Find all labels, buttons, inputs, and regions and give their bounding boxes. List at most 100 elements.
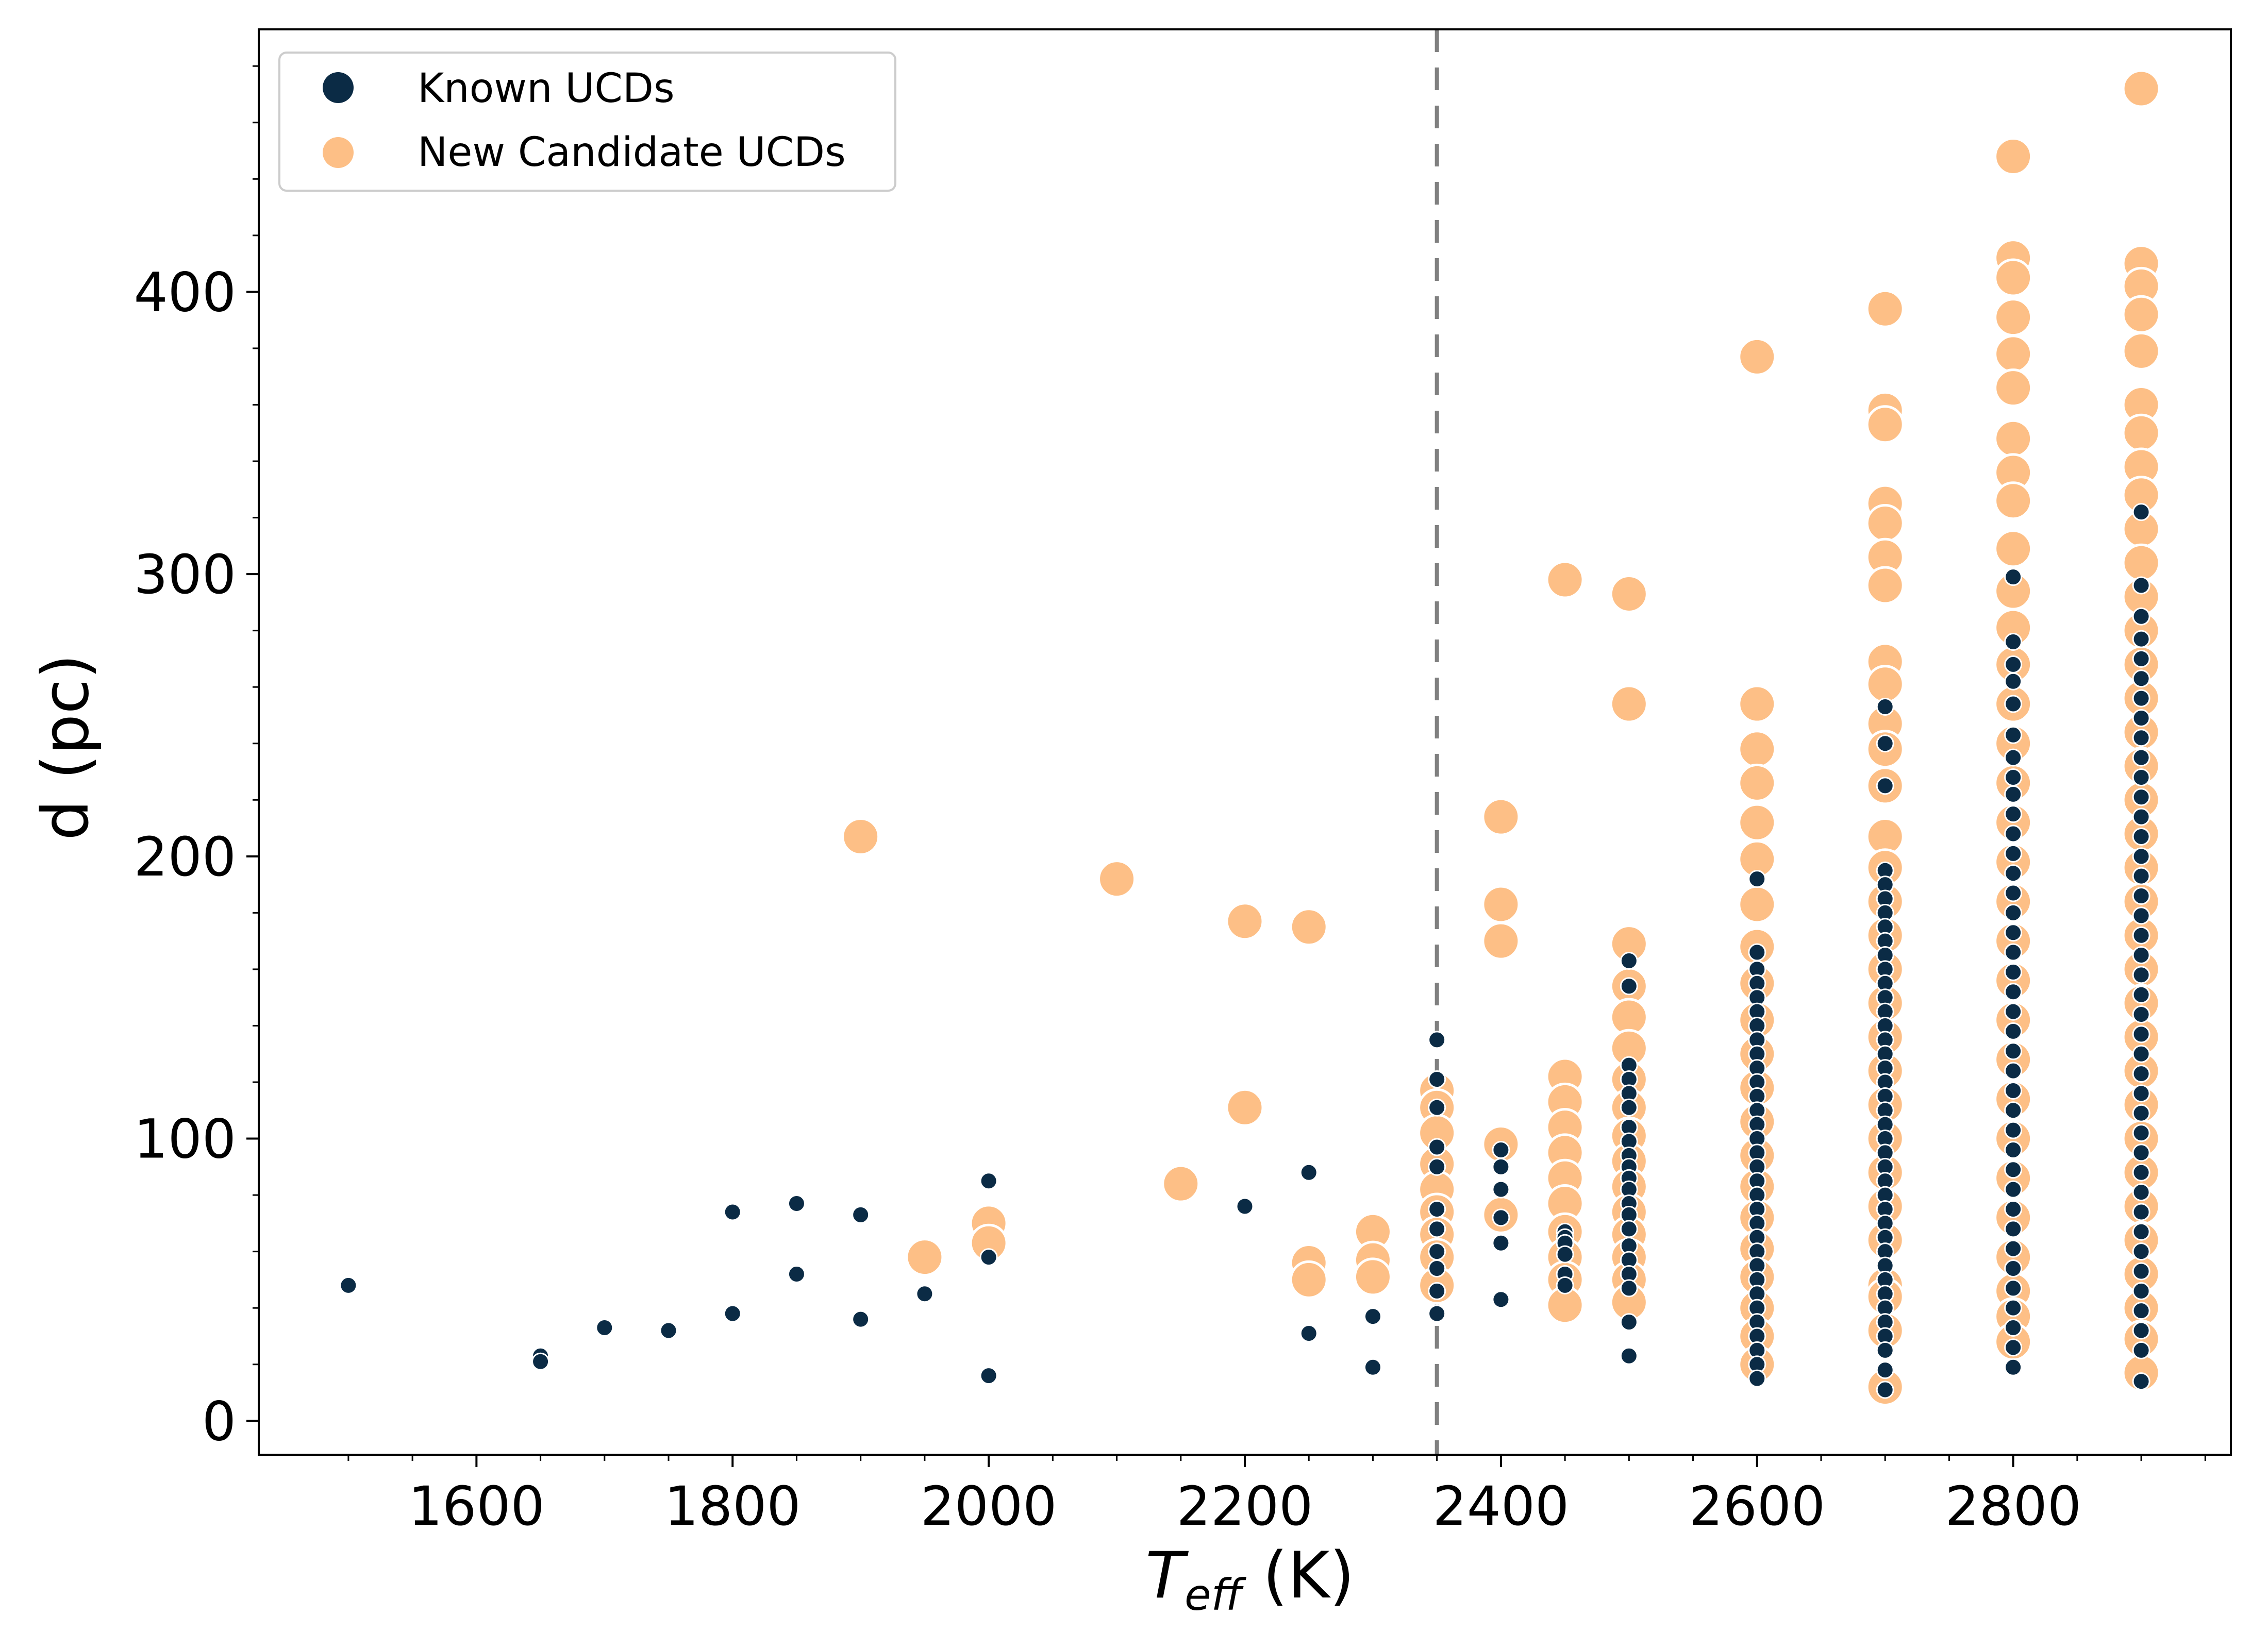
data-point-known bbox=[2004, 1239, 2023, 1258]
data-point-known bbox=[1428, 1031, 1446, 1049]
data-point-known bbox=[1748, 870, 1766, 888]
data-point-known bbox=[852, 1310, 870, 1328]
data-point-known bbox=[979, 1248, 998, 1267]
data-point-known bbox=[2132, 926, 2150, 945]
x-tick-label: 2000 bbox=[921, 1475, 1057, 1538]
data-point-candidate bbox=[1865, 566, 1905, 605]
data-point-known bbox=[2004, 655, 2023, 674]
x-tick-label: 2800 bbox=[1945, 1475, 2081, 1538]
data-point-known bbox=[1363, 1307, 1382, 1326]
data-point-known bbox=[2004, 1101, 2023, 1120]
data-point-known bbox=[2132, 630, 2150, 648]
data-point-known bbox=[1428, 1200, 1446, 1218]
data-point-known bbox=[2132, 946, 2150, 965]
data-point-known bbox=[2132, 887, 2150, 905]
y-tick-labels: 0 100 200 300 400 bbox=[134, 261, 236, 1453]
x-axis-label-main: T bbox=[1145, 1539, 1189, 1613]
data-point-known bbox=[2004, 963, 2023, 981]
data-point-known bbox=[2004, 983, 2023, 1001]
data-point-known bbox=[2132, 1143, 2150, 1162]
data-point-candidate bbox=[1481, 921, 1521, 961]
data-point-known bbox=[2132, 1321, 2150, 1340]
data-point-known bbox=[2004, 923, 2023, 942]
data-point-known bbox=[1876, 1341, 1894, 1359]
data-point-known bbox=[1236, 1197, 1254, 1216]
data-point-known bbox=[1428, 1242, 1446, 1261]
legend-label-new-candidate-ucds: New Candidate UCDs bbox=[418, 129, 846, 176]
data-point-candidate bbox=[1289, 1260, 1328, 1299]
data-point-known bbox=[2004, 1002, 2023, 1021]
data-point-known bbox=[2004, 768, 2023, 786]
data-point-known bbox=[787, 1265, 806, 1283]
y-tick-label: 400 bbox=[134, 261, 236, 324]
plot-frame bbox=[258, 28, 2232, 1456]
data-point-known bbox=[1492, 1140, 1510, 1159]
data-point-known bbox=[2004, 844, 2023, 863]
x-axis-label-subscript: eff bbox=[1185, 1570, 1247, 1620]
data-point-known bbox=[2004, 785, 2023, 803]
major-ticks bbox=[246, 291, 2014, 1467]
data-point-known bbox=[2132, 669, 2150, 688]
data-point-known bbox=[2132, 1104, 2150, 1122]
data-point-known bbox=[2132, 1242, 2150, 1261]
data-point-known bbox=[2004, 748, 2023, 767]
data-point-known bbox=[2132, 827, 2150, 846]
data-point-candidate bbox=[2122, 295, 2161, 334]
data-point-candidate bbox=[1865, 665, 1905, 704]
data-point-candidate bbox=[1865, 504, 1905, 543]
data-point-candidate bbox=[1609, 684, 1648, 723]
data-point-known bbox=[2132, 1282, 2150, 1300]
data-point-known bbox=[2004, 864, 2023, 883]
data-point-known bbox=[2132, 709, 2150, 727]
data-point-known bbox=[2132, 985, 2150, 1004]
data-point-known bbox=[1428, 1138, 1446, 1156]
data-point-known bbox=[2004, 1299, 2023, 1317]
data-point-candidate bbox=[1865, 405, 1905, 444]
data-point-known bbox=[2004, 695, 2023, 713]
data-point-candidate bbox=[1994, 298, 2033, 337]
data-point-known bbox=[2004, 1081, 2023, 1100]
data-point-candidate bbox=[2122, 413, 2161, 452]
data-point-candidate bbox=[2122, 69, 2161, 108]
data-point-known bbox=[2004, 1022, 2023, 1040]
data-point-known bbox=[1620, 1313, 1638, 1332]
data-point-known bbox=[2004, 1319, 2023, 1337]
data-point-known bbox=[2132, 906, 2150, 925]
data-point-candidate bbox=[1738, 763, 1777, 802]
data-point-candidate bbox=[2122, 331, 2161, 371]
x-axis-label-unit: (K) bbox=[1242, 1539, 1354, 1613]
data-point-known bbox=[2132, 1372, 2150, 1391]
y-tick-label: 200 bbox=[134, 826, 236, 888]
data-point-known bbox=[1428, 1259, 1446, 1278]
data-point-candidate bbox=[1353, 1257, 1392, 1297]
data-point-candidate bbox=[2122, 543, 2161, 582]
data-point-candidate bbox=[1994, 419, 2033, 458]
data-point-known bbox=[2132, 768, 2150, 786]
data-point-known bbox=[2132, 649, 2150, 668]
series-known-ucds bbox=[339, 503, 2150, 1399]
data-point-candidate bbox=[1738, 684, 1777, 723]
data-point-known bbox=[2004, 943, 2023, 962]
data-point-known bbox=[2132, 847, 2150, 866]
data-point-known bbox=[2004, 1062, 2023, 1080]
data-point-known bbox=[915, 1285, 934, 1303]
data-point-known bbox=[2132, 1183, 2150, 1202]
data-point-known bbox=[2132, 867, 2150, 885]
x-axis-label: Teff (K) bbox=[1145, 1539, 1355, 1620]
data-point-known bbox=[723, 1304, 742, 1323]
data-point-known bbox=[2132, 966, 2150, 984]
data-point-known bbox=[2132, 503, 2150, 521]
data-point-known bbox=[2132, 1222, 2150, 1241]
data-point-known bbox=[2004, 1259, 2023, 1278]
data-point-candidate bbox=[1994, 334, 2033, 374]
data-point-candidate bbox=[1225, 1088, 1264, 1127]
data-point-known bbox=[1299, 1163, 1318, 1182]
data-point-known bbox=[1428, 1157, 1446, 1176]
y-axis-label: d (pc) bbox=[29, 654, 103, 840]
data-point-known bbox=[1428, 1070, 1446, 1089]
data-point-known bbox=[2132, 1262, 2150, 1281]
y-tick-label: 100 bbox=[134, 1108, 236, 1171]
data-point-candidate bbox=[1994, 258, 2033, 297]
data-point-known bbox=[1299, 1324, 1318, 1342]
